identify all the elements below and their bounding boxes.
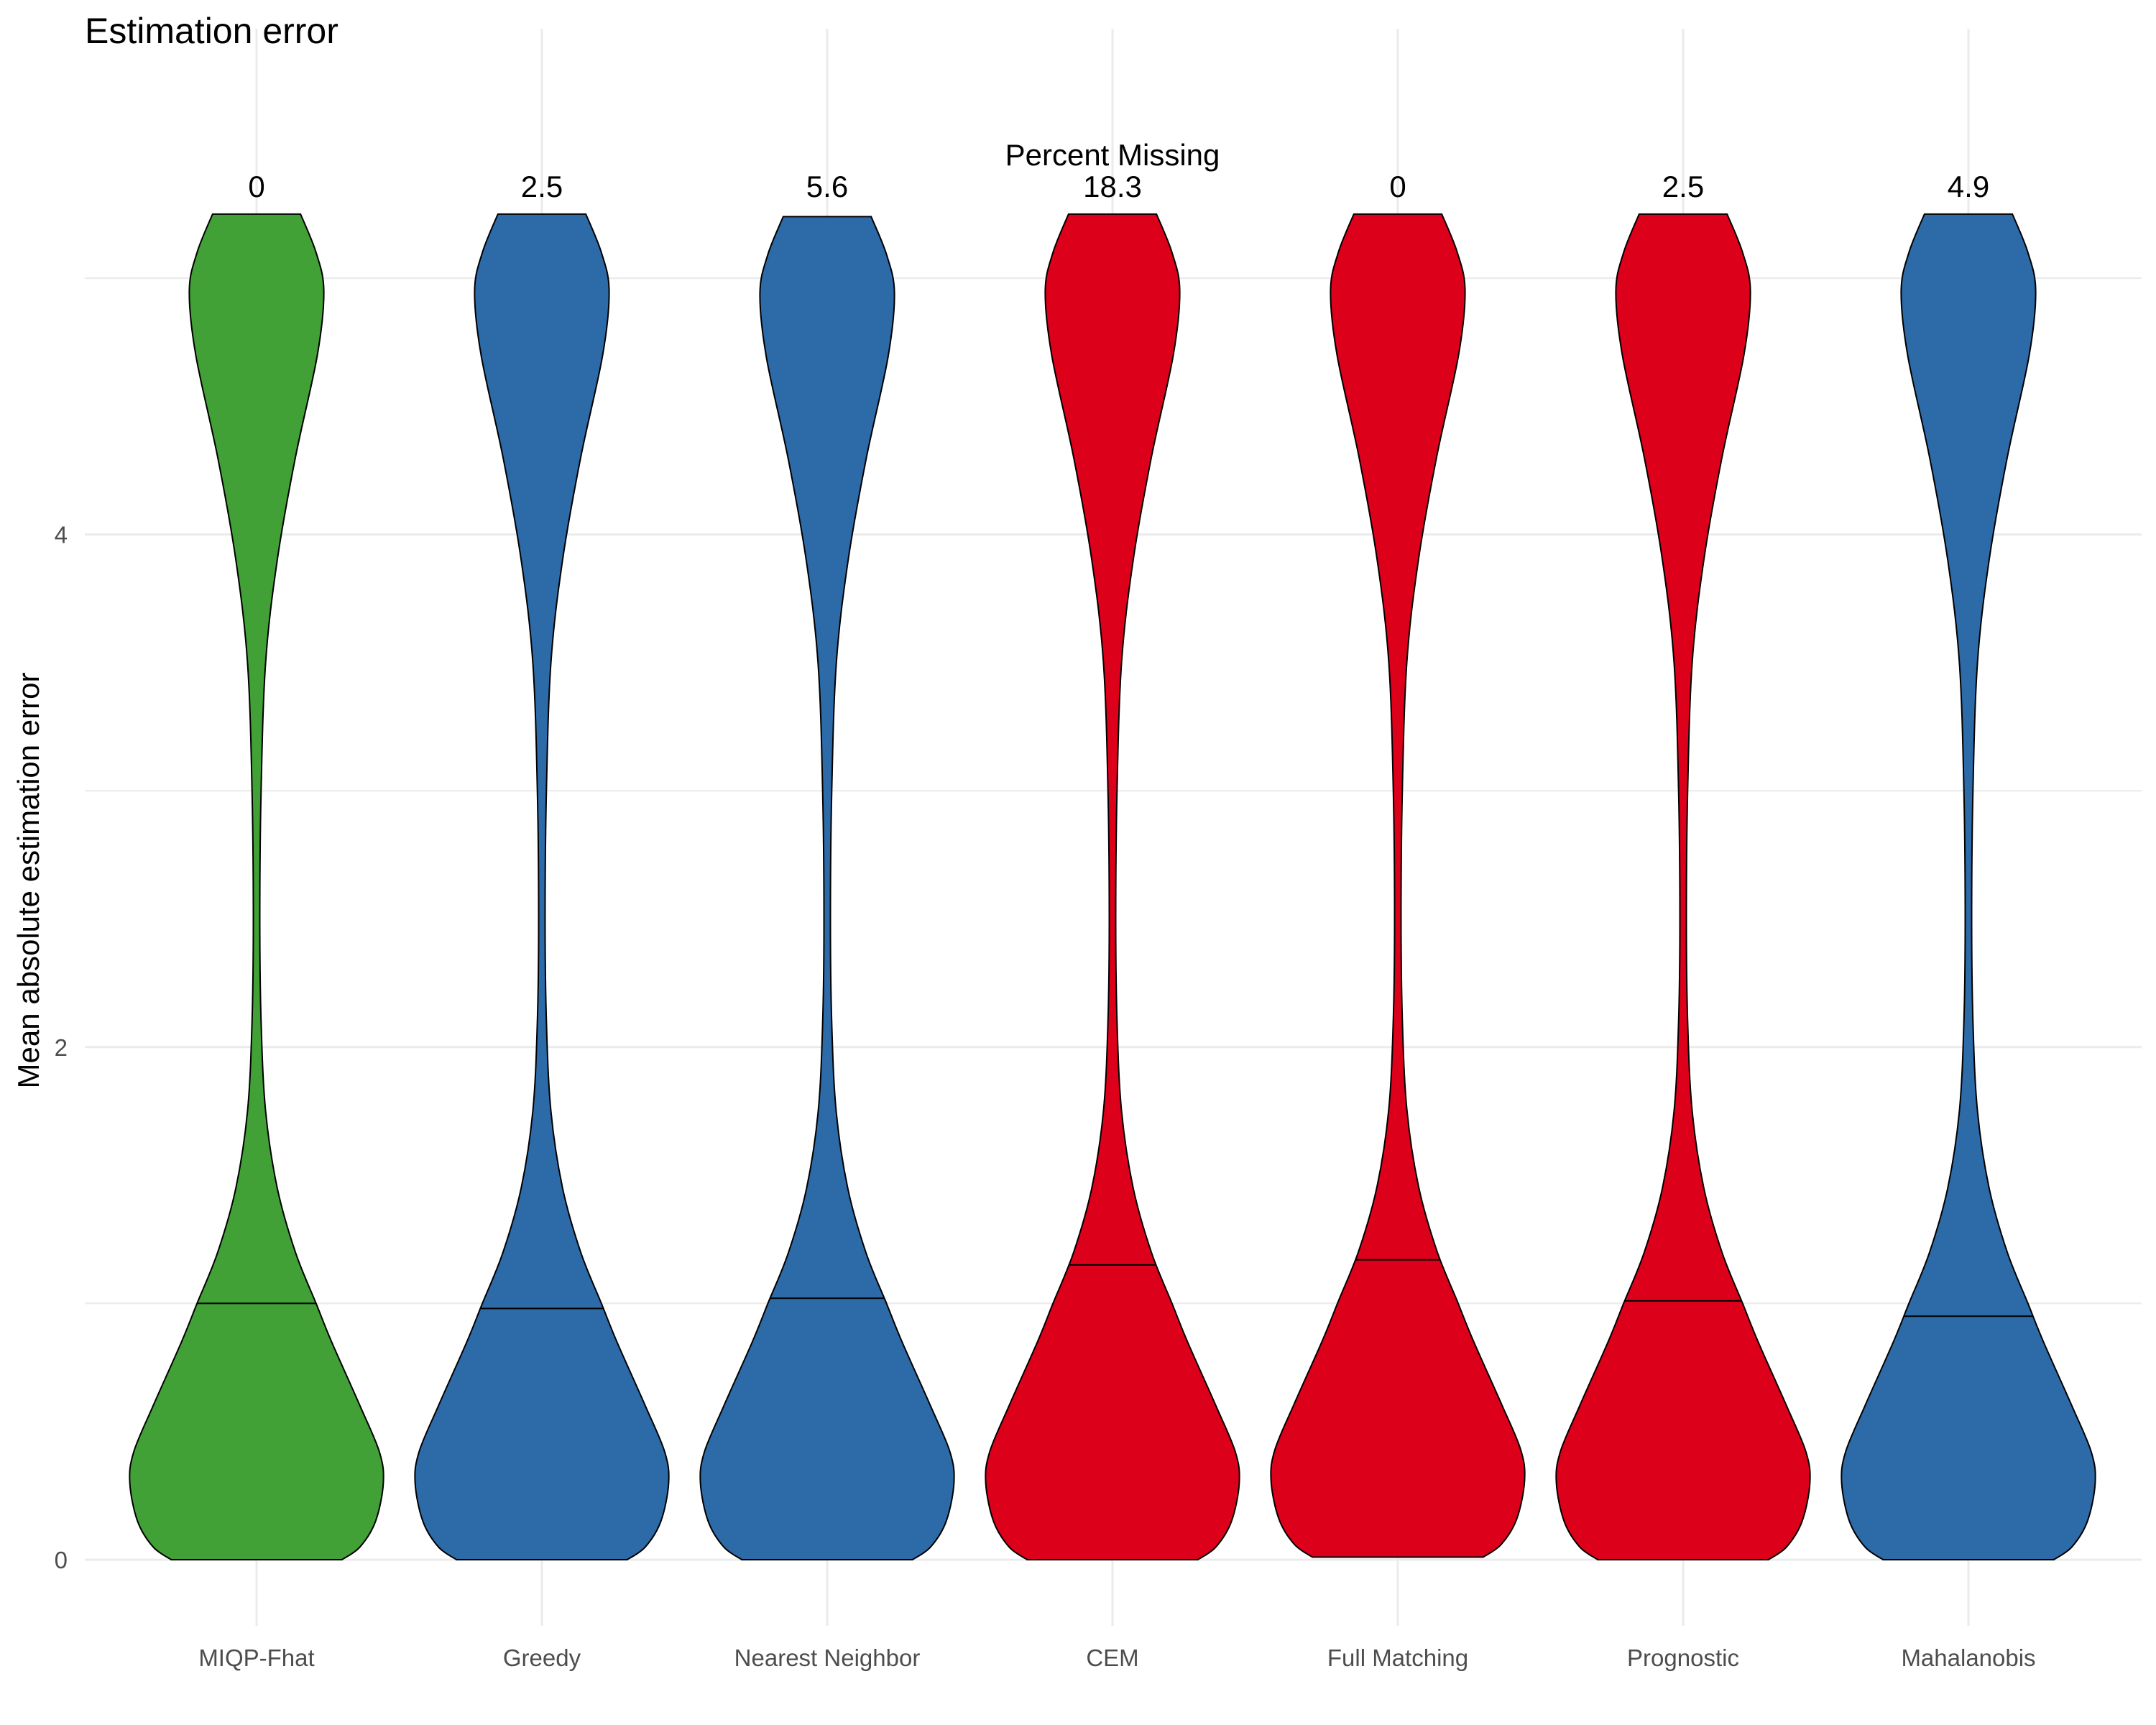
y-tick-label: 2 [55, 1034, 68, 1061]
median-lines [197, 1259, 2033, 1317]
y-tick-label: 0 [55, 1547, 68, 1573]
violin-full-matching [1270, 213, 1526, 1558]
x-tick-labels: MIQP-Fhat Greedy Nearest Neighbor CEM Full M… [198, 1644, 2035, 1671]
violin-prognostic [1555, 213, 1811, 1560]
violin-greedy [414, 213, 670, 1560]
x-tick-label: Greedy [503, 1644, 581, 1671]
x-tick-label: Full Matching [1327, 1644, 1468, 1671]
violin-nearest-neighbor [699, 216, 955, 1560]
percent-missing-label: 2.5 [521, 170, 563, 203]
violin-cem [985, 213, 1240, 1560]
y-tick-labels: 0 2 4 [55, 522, 68, 1573]
violin-mahalanobis [1841, 213, 2096, 1560]
x-tick-label: MIQP-Fhat [198, 1644, 314, 1671]
percent-missing-label: 18.3 [1083, 170, 1142, 203]
x-tick-label: Nearest Neighbor [734, 1644, 921, 1671]
y-tick-label: 4 [55, 522, 68, 548]
y-axis-label: Mean absolute estimation error [11, 673, 45, 1089]
violin-miqp-fhat [129, 213, 384, 1560]
x-tick-label: CEM [1086, 1644, 1138, 1671]
percent-missing-label: 2.5 [1662, 170, 1704, 203]
x-tick-label: Prognostic [1627, 1644, 1739, 1671]
percent-missing-label: 0 [1389, 170, 1406, 203]
percent-missing-label: 5.6 [806, 170, 848, 203]
x-tick-label: Mahalanobis [1901, 1644, 2035, 1671]
chart-title: Estimation error [85, 11, 338, 51]
violins [129, 213, 2096, 1560]
percent-missing-labels: 0 2.5 5.6 18.3 0 2.5 4.9 [248, 170, 1989, 203]
percent-missing-label: 0 [248, 170, 264, 203]
annotation-header: Percent Missing [1005, 138, 1220, 172]
percent-missing-label: 4.9 [1948, 170, 1989, 203]
